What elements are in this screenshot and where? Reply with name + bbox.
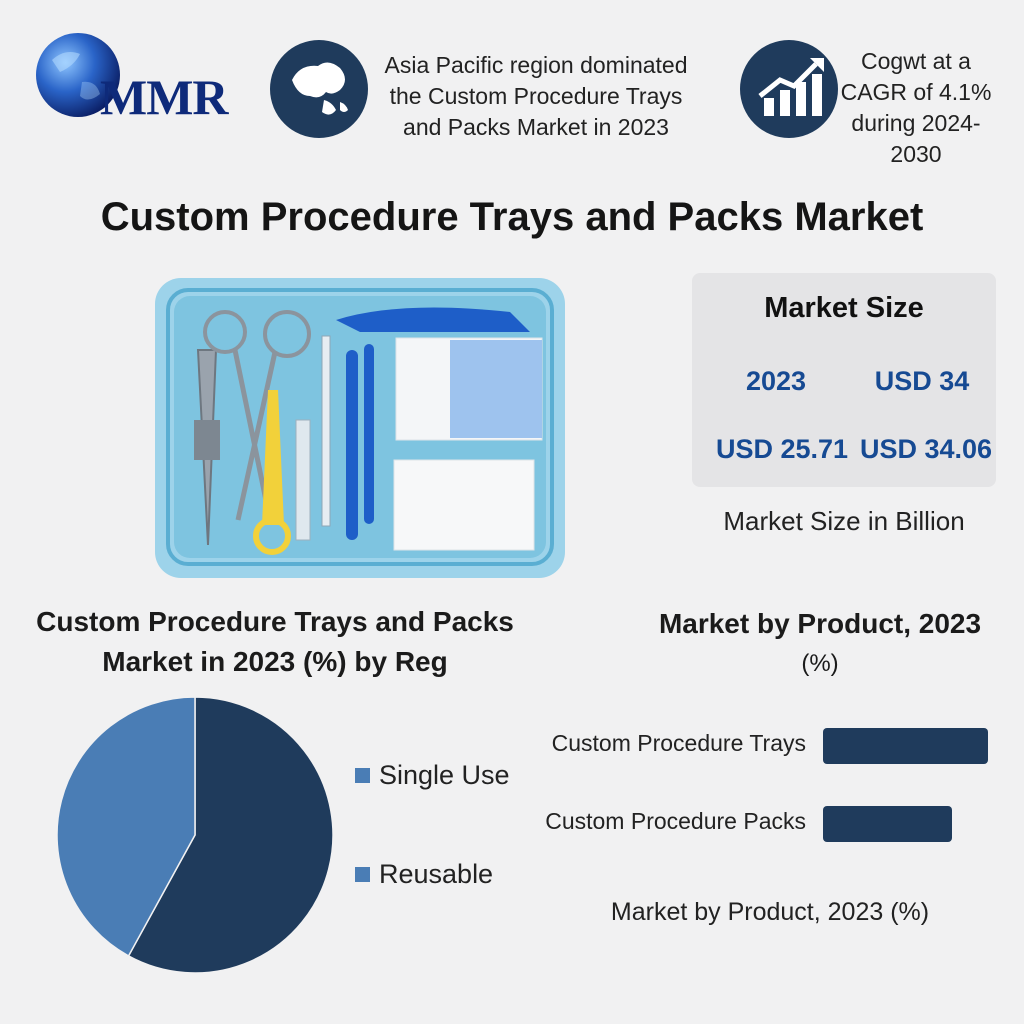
region-note-line: Asia Pacific region dominated: [384, 52, 688, 78]
pie-title-line: Market in 2023 (%) by Reg: [102, 646, 448, 677]
market-size-caption: Market Size in Billion: [723, 506, 965, 536]
legend-label: Reusable: [379, 859, 494, 889]
pie-legend: Single Use Reusable: [355, 760, 510, 890]
bar-title-line: Market by Product, 2023: [658, 608, 982, 639]
legend-label: Single Use: [379, 760, 510, 790]
globe-logo-icon: [36, 33, 120, 117]
growth-note-line: during 2024-: [851, 110, 981, 136]
procedure-tray-illustration: [155, 278, 565, 578]
bar-custom-procedure-packs: [823, 806, 952, 842]
legend-item: Single Use: [355, 760, 510, 791]
region-note: Asia Pacific region dominated the Custom…: [372, 50, 700, 143]
growth-note: Cogwt at a CAGR of 4.1% during 2024- 203…: [836, 46, 996, 170]
pie-slice-reusable: [127, 696, 334, 974]
region-note-line: the Custom Procedure Trays: [389, 83, 683, 109]
pie-title-line: Custom Procedure Trays and Packs: [36, 606, 514, 637]
bar-custom-procedure-trays: [823, 728, 988, 764]
market-size-value-b: USD 34.06: [859, 434, 993, 464]
legend-swatch: [355, 768, 370, 783]
bar-title-line: (%): [801, 650, 839, 677]
market-size-year-value: USD 34: [874, 366, 970, 396]
page-title: Custom Procedure Trays and Packs Market: [100, 195, 924, 239]
market-size-year: 2023: [745, 366, 807, 396]
world-map-icon: [270, 40, 368, 138]
market-size-card: [692, 273, 996, 487]
mmr-logo: MMR: [30, 30, 260, 125]
pie-slice-single-use: [56, 696, 196, 957]
market-size-value-a: USD 25.71: [715, 434, 849, 464]
market-size-heading: Market Size: [764, 292, 924, 324]
pie-chart: [56, 696, 334, 974]
growth-note-line: CAGR of 4.1%: [840, 79, 992, 105]
bar-category-label: Custom Procedure Packs: [545, 808, 806, 834]
growth-note-line: Cogwt at a: [861, 48, 971, 74]
region-note-line: and Packs Market in 2023: [403, 114, 669, 140]
legend-swatch: [355, 867, 370, 882]
bar-category-label: Custom Procedure Trays: [551, 730, 806, 756]
growth-note-line: 2030: [890, 141, 942, 167]
pie-chart-title: Custom Procedure Trays and Packs Market …: [20, 602, 530, 682]
growth-chart-icon: [740, 40, 838, 138]
bar-chart-xlabel: Market by Product, 2023 (%): [610, 898, 930, 926]
logo-text: MMR: [100, 69, 228, 125]
legend-item: Reusable: [355, 859, 510, 890]
bar-chart-title: Market by Product, 2023 (%): [640, 604, 1000, 684]
